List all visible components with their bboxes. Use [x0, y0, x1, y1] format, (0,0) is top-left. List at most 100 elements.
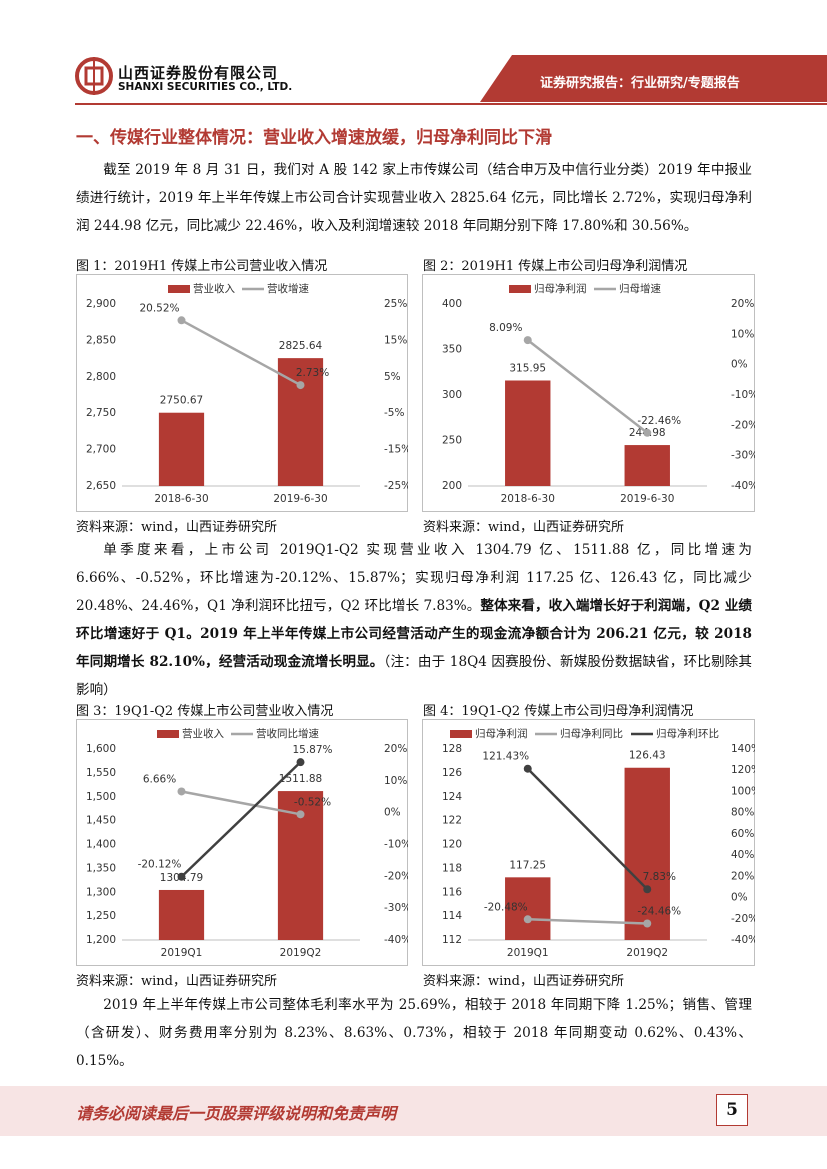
y2-tick-label: 80% — [731, 807, 754, 819]
y-tick-label: 118 — [442, 862, 462, 874]
y-tick-label: 120 — [442, 839, 462, 851]
bold-text: 整体来看，收入端增长好于利润端，Q2 业绩环比增速好于 Q1。2019 年上半年… — [76, 598, 753, 670]
bar-label: 2750.67 — [160, 395, 203, 407]
legend-label: 归母净利同比 — [560, 727, 623, 740]
y2-tick-label: -40% — [384, 934, 408, 946]
footer-disclaimer: 请务必阅读最后一页股票评级说明和免责声明 — [76, 1104, 397, 1123]
chart-frame — [422, 274, 755, 512]
legend-label: 归母净利环比 — [656, 727, 719, 740]
x-tick-label: 2019Q1 — [161, 947, 203, 959]
y2-tick-label: 10% — [731, 328, 754, 340]
text: 单季度来看，上市公司 2019Q1-Q2 实现营业收入 1304.79 亿、15… — [76, 542, 752, 614]
legend-label: 归母净利润 — [475, 727, 528, 740]
y2-tick-label: -30% — [384, 902, 408, 914]
y-tick-label: 300 — [442, 389, 462, 401]
y-tick-label: 2,650 — [86, 480, 116, 492]
section-title: 一、传媒行业整体情况：营业收入增速放缓，归母净利同比下滑 — [76, 128, 552, 148]
figure-caption: 图 1：2019H1 传媒上市公司营业收入情况 — [76, 259, 328, 274]
point-label: 6.66% — [143, 773, 176, 785]
line — [180, 319, 302, 387]
y-tick-label: 200 — [442, 480, 462, 492]
chart: 2,650 2,700 2,750 2,800 2,850 2,900 -25% -15% -5… — [76, 274, 408, 512]
y-tick-label: 2,900 — [86, 298, 116, 310]
y2-tick-label: 60% — [731, 828, 754, 840]
legend-label: 营收同比增速 — [256, 727, 319, 740]
chart-frame — [76, 274, 408, 512]
line — [527, 918, 648, 925]
y-tick-label: 1,600 — [86, 743, 116, 755]
chart: 112 114 116 118 120 122 124 126 128 -40% -20% 0% 20%… — [422, 719, 755, 966]
y2-tick-label: -10% — [731, 389, 755, 401]
bar-label: 126.43 — [629, 750, 666, 762]
line-point — [296, 758, 305, 767]
header-banner — [480, 55, 827, 102]
bar — [505, 877, 551, 940]
bar — [505, 380, 551, 486]
footer-band — [0, 1086, 827, 1136]
legend-swatch — [509, 285, 531, 293]
bar — [277, 358, 324, 486]
point-label: 15.87% — [292, 744, 332, 756]
x-tick-label: 2018-6-30 — [154, 493, 208, 505]
bar-label: 1511.88 — [279, 773, 322, 785]
y2-tick-label: -40% — [731, 480, 755, 492]
y-tick-label: 2,800 — [86, 371, 116, 383]
y2-tick-label: 20% — [731, 298, 754, 310]
legend-label: 归母增速 — [619, 282, 661, 295]
logo — [75, 57, 113, 95]
x-tick-label: 2019Q1 — [507, 947, 549, 959]
x-tick-label: 2019-6-30 — [273, 493, 327, 505]
y2-tick-label: 0% — [731, 359, 748, 371]
y-tick-label: 128 — [442, 743, 462, 755]
legend-swatch — [168, 285, 190, 293]
y2-tick-label: 10% — [384, 775, 407, 787]
bar-label: 117.25 — [509, 859, 546, 871]
bar-label: 2825.64 — [279, 340, 323, 352]
text: 2019 年上半年传媒上市公司整体毛利率水平为 25.69%，相较于 2018 … — [76, 997, 752, 1069]
text: （注：由于 18Q4 因赛股份、新媒股份数据缺省，环比剔除其影响） — [76, 654, 752, 698]
line-point — [643, 919, 652, 928]
paragraph: 2019 年上半年传媒上市公司整体毛利率水平为 25.69%，相较于 2018 … — [76, 991, 752, 1075]
point-label: 20.52% — [139, 302, 179, 314]
y-tick-label: 350 — [442, 344, 462, 356]
line — [526, 339, 649, 434]
y2-tick-label: 20% — [731, 870, 754, 882]
point-label: -0.52% — [294, 796, 331, 808]
y2-tick-label: -20% — [384, 870, 408, 882]
chart: 200 250 300 350 400 -40% -30% -20% -10% 0% 10% 20% 2… — [422, 274, 755, 512]
y-tick-label: 114 — [442, 910, 462, 922]
y2-tick-label: 0% — [731, 892, 748, 904]
figure-source: 资料来源：wind，山西证券研究所 — [423, 520, 624, 535]
line-point — [296, 381, 305, 390]
y-tick-label: 1,200 — [86, 934, 116, 946]
x-tick-label: 2019-6-30 — [620, 493, 674, 505]
y2-tick-label: 5% — [384, 371, 401, 383]
y-tick-label: 400 — [442, 298, 462, 310]
company-cn: 山西证券股份有限公司 — [118, 64, 279, 82]
y-tick-label: 1,550 — [86, 767, 116, 779]
y2-tick-label: 100% — [731, 785, 755, 797]
y2-tick-label: -30% — [731, 450, 755, 462]
bar — [158, 889, 205, 940]
chart-frame — [422, 719, 755, 966]
point-label: -20.48% — [484, 901, 528, 913]
x-tick-label: 2019Q2 — [280, 947, 322, 959]
paragraph: 截至 2019 年 8 月 31 日，我们对 A 股 142 家上市传媒公司（结… — [76, 156, 752, 240]
bar — [158, 412, 205, 486]
line — [180, 761, 302, 878]
y-tick-label: 1,350 — [86, 862, 116, 874]
line-point — [523, 764, 532, 773]
page-number: 5 — [716, 1094, 748, 1126]
bar-label: 315.95 — [509, 362, 546, 374]
y2-tick-label: -15% — [384, 444, 408, 456]
figure-caption: 图 2：2019H1 传媒上市公司归母净利润情况 — [423, 259, 688, 274]
y-tick-label: 116 — [442, 886, 462, 898]
line-point — [177, 872, 186, 881]
line-point — [643, 885, 652, 894]
company-en: SHANXI SECURITIES CO., LTD. — [118, 81, 293, 93]
legend-label: 营业收入 — [193, 282, 235, 295]
y-tick-label: 1,300 — [86, 886, 116, 898]
figure-source: 资料来源：wind，山西证券研究所 — [423, 974, 624, 989]
legend-swatch — [450, 730, 472, 738]
